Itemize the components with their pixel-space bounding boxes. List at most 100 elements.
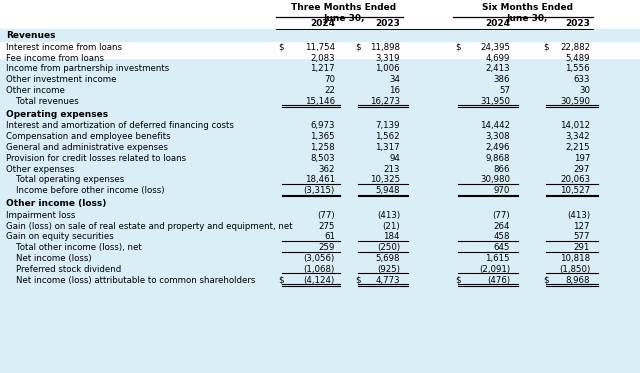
Bar: [0, 0, 640, 58]
Bar: [0, 29, 640, 41]
Text: 61: 61: [324, 232, 335, 241]
Text: 16,273: 16,273: [370, 97, 400, 106]
Text: 1,556: 1,556: [565, 65, 590, 73]
Text: 1,615: 1,615: [485, 254, 510, 263]
Text: 259: 259: [319, 243, 335, 252]
Text: $: $: [278, 276, 284, 285]
Text: Total revenues: Total revenues: [16, 97, 79, 106]
Text: Other investment income: Other investment income: [6, 75, 116, 84]
Text: $: $: [278, 43, 284, 52]
Text: Gain (loss) on sale of real estate and property and equipment, net: Gain (loss) on sale of real estate and p…: [6, 222, 292, 231]
Text: Impairment loss: Impairment loss: [6, 211, 76, 220]
Text: Income before other income (loss): Income before other income (loss): [16, 186, 164, 195]
Text: 866: 866: [493, 164, 510, 173]
Text: 2024: 2024: [310, 19, 335, 28]
Text: 577: 577: [573, 232, 590, 241]
Text: 386: 386: [493, 75, 510, 84]
Text: Fee income from loans: Fee income from loans: [6, 54, 104, 63]
Text: 22,882: 22,882: [560, 43, 590, 52]
Text: 5,698: 5,698: [376, 254, 400, 263]
Text: 633: 633: [573, 75, 590, 84]
Text: 31,950: 31,950: [480, 97, 510, 106]
Text: (1,068): (1,068): [304, 265, 335, 274]
Text: 8,968: 8,968: [566, 276, 590, 285]
Text: 94: 94: [389, 154, 400, 163]
Text: 70: 70: [324, 75, 335, 84]
Text: 3,342: 3,342: [565, 132, 590, 141]
Text: 30: 30: [579, 86, 590, 95]
Text: 11,754: 11,754: [305, 43, 335, 52]
Text: 291: 291: [573, 243, 590, 252]
Text: 7,139: 7,139: [376, 121, 400, 131]
Text: 30,590: 30,590: [560, 97, 590, 106]
Text: 16: 16: [389, 86, 400, 95]
Text: (476): (476): [487, 276, 510, 285]
Text: 1,006: 1,006: [376, 65, 400, 73]
Text: (77): (77): [492, 211, 510, 220]
Text: 1,317: 1,317: [376, 143, 400, 152]
Text: (1,850): (1,850): [559, 265, 590, 274]
Text: 5,489: 5,489: [566, 54, 590, 63]
Text: 3,308: 3,308: [485, 132, 510, 141]
Text: $: $: [355, 276, 360, 285]
Text: Interest and amortization of deferred financing costs: Interest and amortization of deferred fi…: [6, 121, 234, 131]
Text: (77): (77): [317, 211, 335, 220]
Text: 24,395: 24,395: [480, 43, 510, 52]
Text: 2,215: 2,215: [565, 143, 590, 152]
Text: 10,818: 10,818: [560, 254, 590, 263]
Text: $: $: [355, 43, 360, 52]
Text: 184: 184: [383, 232, 400, 241]
Text: Preferred stock dividend: Preferred stock dividend: [16, 265, 121, 274]
Text: (413): (413): [567, 211, 590, 220]
Text: Interest income from loans: Interest income from loans: [6, 43, 122, 52]
Text: 2023: 2023: [375, 19, 400, 28]
Text: General and administrative expenses: General and administrative expenses: [6, 143, 168, 152]
Bar: [0, 197, 640, 209]
Text: 2024: 2024: [485, 19, 510, 28]
Text: 14,442: 14,442: [480, 121, 510, 131]
Text: 1,562: 1,562: [376, 132, 400, 141]
Text: 1,365: 1,365: [310, 132, 335, 141]
Text: Revenues: Revenues: [6, 31, 56, 40]
Text: Other expenses: Other expenses: [6, 164, 74, 173]
Text: 15,146: 15,146: [305, 97, 335, 106]
Text: 2,496: 2,496: [486, 143, 510, 152]
Text: $: $: [455, 276, 461, 285]
Text: 8,503: 8,503: [310, 154, 335, 163]
Text: 645: 645: [493, 243, 510, 252]
Text: 9,868: 9,868: [486, 154, 510, 163]
Text: Total operating expenses: Total operating expenses: [16, 175, 124, 184]
Text: Net income (loss): Net income (loss): [16, 254, 92, 263]
Text: (3,056): (3,056): [304, 254, 335, 263]
Bar: [0, 107, 640, 119]
Text: Other income: Other income: [6, 86, 65, 95]
Text: 2,413: 2,413: [485, 65, 510, 73]
Text: 458: 458: [493, 232, 510, 241]
Text: Other income (loss): Other income (loss): [6, 199, 106, 208]
Text: 6,973: 6,973: [310, 121, 335, 131]
Text: Total other income (loss), net: Total other income (loss), net: [16, 243, 141, 252]
Text: 2023: 2023: [565, 19, 590, 28]
Text: (4,124): (4,124): [304, 276, 335, 285]
Text: 14,012: 14,012: [560, 121, 590, 131]
Text: (413): (413): [377, 211, 400, 220]
Text: 3,319: 3,319: [376, 54, 400, 63]
Text: Provision for credit losses related to loans: Provision for credit losses related to l…: [6, 154, 186, 163]
Text: $: $: [455, 43, 461, 52]
Text: (250): (250): [377, 243, 400, 252]
Text: 197: 197: [573, 154, 590, 163]
Text: 213: 213: [383, 164, 400, 173]
Text: 11,898: 11,898: [370, 43, 400, 52]
Text: 4,773: 4,773: [376, 276, 400, 285]
Text: 970: 970: [493, 186, 510, 195]
Text: (3,315): (3,315): [304, 186, 335, 195]
Text: Three Months Ended
June 30,: Three Months Ended June 30,: [291, 3, 397, 23]
Text: 10,325: 10,325: [370, 175, 400, 184]
Text: $: $: [543, 276, 548, 285]
Text: Net income (loss) attributable to common shareholders: Net income (loss) attributable to common…: [16, 276, 255, 285]
Text: (2,091): (2,091): [479, 265, 510, 274]
Text: $: $: [543, 43, 548, 52]
Text: 34: 34: [389, 75, 400, 84]
Text: Gain on equity securities: Gain on equity securities: [6, 232, 114, 241]
Text: 127: 127: [573, 222, 590, 231]
